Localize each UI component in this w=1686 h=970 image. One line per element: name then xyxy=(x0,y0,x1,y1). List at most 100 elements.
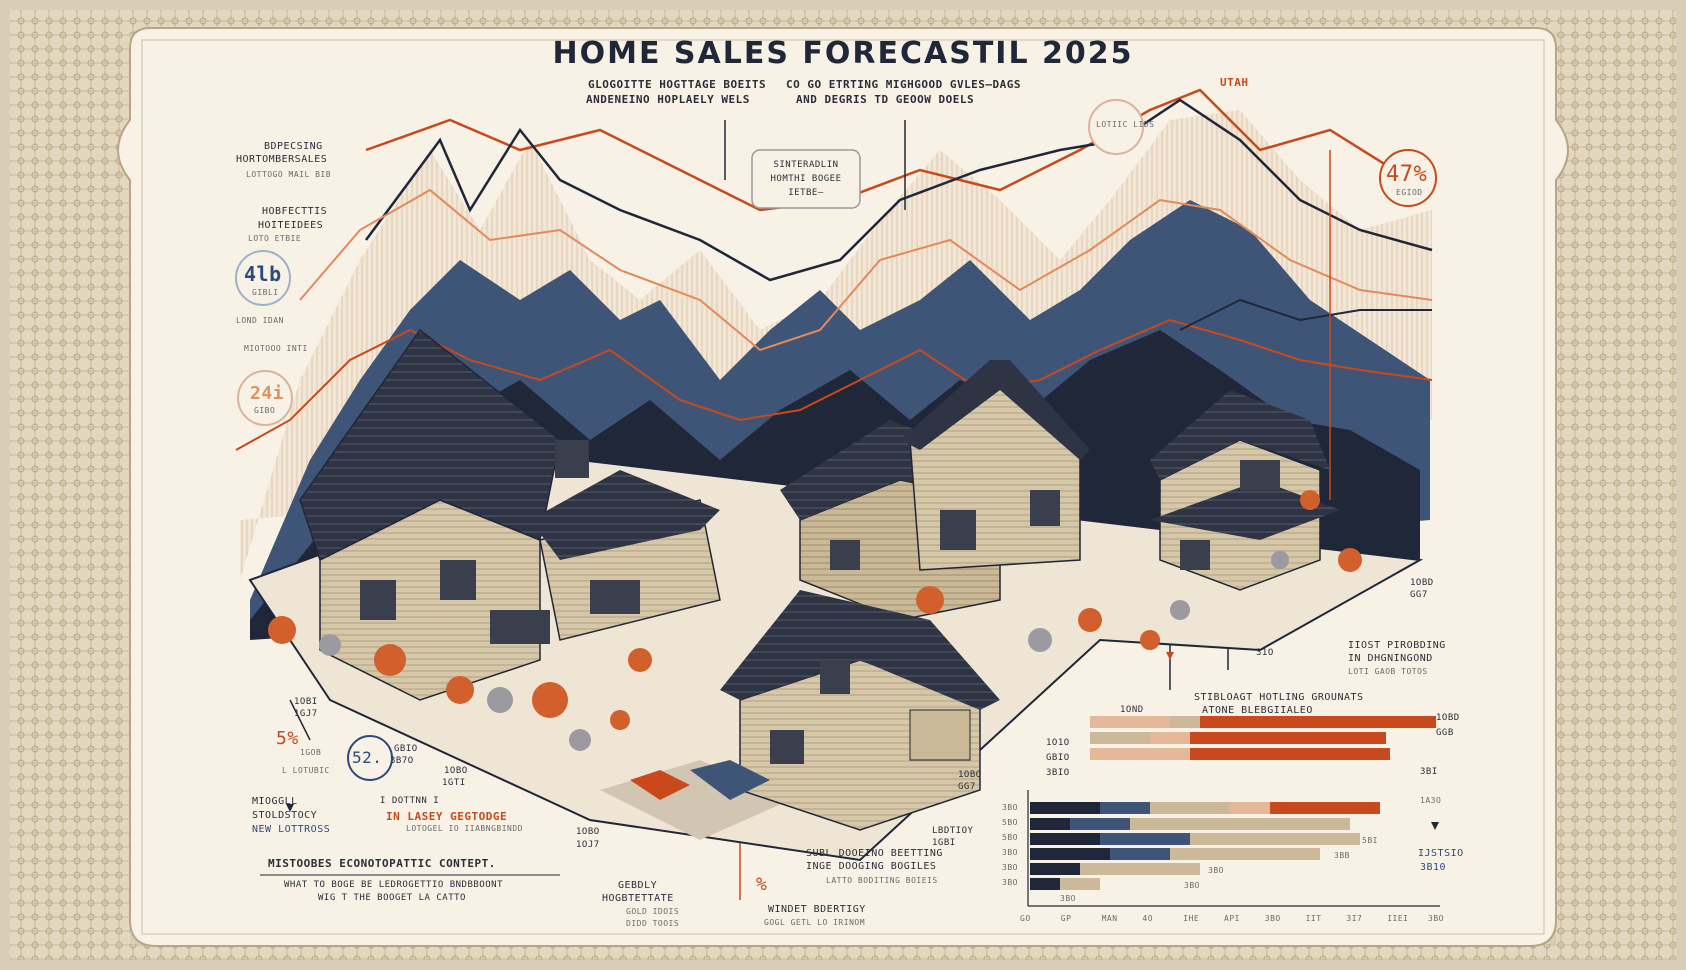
center-value-b: 31O xyxy=(1256,648,1274,658)
house-front xyxy=(630,590,1000,831)
footer-line-1: MISTOOBES ECONOTOPATTIC CONTEPT. xyxy=(268,857,496,870)
right-mid-value-1: 1OBD xyxy=(1410,578,1434,588)
bottom-left-b-1: GBIO xyxy=(394,744,418,754)
center-value-a: 1OND xyxy=(1120,705,1144,715)
bottom-center-b-4: DIDD TOOIS xyxy=(626,919,680,928)
ornate-border-bottom xyxy=(10,944,1676,960)
lower-row-left-label-6: 3BO xyxy=(1002,878,1018,887)
mid-note-2: INGE DOOGING BOGILES xyxy=(806,861,937,872)
trend-line-navy-2 xyxy=(1179,298,1432,331)
subtitle-right-line-2: AND DEGRIS TD GEOOW DOELS xyxy=(796,93,975,106)
bottom-left-b-2: 3B7O xyxy=(390,756,414,766)
percent-bottom-left-a-sub-1: 1GOB xyxy=(300,748,322,757)
ornate-border-left xyxy=(10,10,130,960)
arrow-down-icon xyxy=(1431,822,1439,830)
bottom-center-b-2: HOGBTETTATE xyxy=(602,893,674,904)
upper-bar-segment xyxy=(1190,748,1390,760)
bottom-left-a-1: 1OBI xyxy=(294,697,318,707)
orange-shrubs xyxy=(268,490,1362,730)
stacked-bar-chart-upper xyxy=(1090,716,1436,760)
left-label-3: LOND IDAN xyxy=(236,316,284,325)
house-right xyxy=(1150,390,1340,591)
bottom-center-c-2: GOGL GETL LO IRINOM xyxy=(764,918,866,927)
x-tick-label: 4O xyxy=(1142,914,1154,923)
x-tick-label: IHE xyxy=(1183,914,1200,923)
lower-bar-segment xyxy=(1030,818,1070,830)
bottom-left-note-2: STOLDSTOCY xyxy=(252,810,318,821)
lower-bar-segment xyxy=(1030,802,1100,814)
bottom-left-c-1: 1OBO xyxy=(444,766,468,776)
callout-box-center xyxy=(751,149,861,209)
percent-bottom-left-a-sub-2: L LOTUBIC xyxy=(282,766,330,775)
arrow-down-icon xyxy=(286,804,294,812)
right-note-line-3: LOTI GAOB TOTOS xyxy=(1348,667,1428,676)
page-title: HOME SALES FORECASTIL 2025 xyxy=(552,36,1134,71)
lower-row-right-label-2: 5BI xyxy=(1362,836,1378,845)
orange-note-1: IN LASEY GEGTODGE xyxy=(386,810,508,823)
lower-row-left-label-1: 3BO xyxy=(1002,803,1018,812)
right-note-line-2: IN DHGNINGOND xyxy=(1348,653,1433,664)
percent-left-mid: 24i xyxy=(250,383,285,404)
stacked-bar-chart-lower xyxy=(1030,802,1380,890)
lower-bar-segment xyxy=(1150,802,1230,814)
percent-left-mid-sub: GIBO xyxy=(254,406,276,415)
bottom-center-a-1: 1OBO xyxy=(576,827,600,837)
callout-circle-top-right xyxy=(1088,99,1144,155)
callout-circle-left-mid xyxy=(237,370,293,426)
footer-line-3: WIG T THE BOOGET LA CATTO xyxy=(318,893,466,903)
x-tick-label: GP xyxy=(1060,914,1072,923)
lower-row-left-label-2: 5BO xyxy=(1002,818,1018,827)
percent-bottom-left-b: 52. xyxy=(352,748,383,767)
x-tick-label: IIEI xyxy=(1387,914,1409,923)
lower-bar-segment xyxy=(1270,802,1380,814)
upper-row-right-label-1: 1OBD xyxy=(1436,713,1460,723)
left-callout-1-line-3: LOTTOGO MAIL BIB xyxy=(246,170,332,179)
mid-value-1: LBDTIOY xyxy=(932,826,974,836)
lower-bar-segment xyxy=(1130,818,1350,830)
lower-bar-segment xyxy=(1080,863,1200,875)
subtitle-left-line-1: GLOGOITTE HOGTTAGE BOEITS xyxy=(588,78,767,91)
bottom-left-note-3: NEW LOTTROSS xyxy=(252,824,331,835)
center-box-line-2: HOMTHI BOGEE xyxy=(770,174,842,184)
callout-circle-bottom-left xyxy=(347,735,393,781)
upper-row-right-label-3: 3BI xyxy=(1420,767,1438,777)
lower-row-right-label-5: 3BO xyxy=(1184,881,1200,890)
lower-row-right-label-3: 3BB xyxy=(1334,851,1350,860)
lower-row-right-label-4: 3BO xyxy=(1208,866,1224,875)
upper-bar-segment xyxy=(1150,732,1190,744)
lower-row-right-label-6: 3BO xyxy=(1060,894,1076,903)
trend-line-navy-1 xyxy=(364,98,1433,282)
upper-row-left-label-2: GBIO xyxy=(1046,753,1070,763)
lower-row-left-label-3: 5BO xyxy=(1002,833,1018,842)
callout-circle-left-top xyxy=(235,250,291,306)
upper-bar-segment xyxy=(1200,716,1436,728)
circle-top-label: LOTIIC LIDS xyxy=(1096,120,1155,129)
upper-bar-segment xyxy=(1170,716,1200,728)
upper-bar-segment xyxy=(1090,716,1170,728)
lower-bar-segment xyxy=(1030,863,1080,875)
lower-bar-segment xyxy=(1230,802,1270,814)
bottom-center-a-2: 1OJ7 xyxy=(576,840,600,850)
percent-right-top-sub: EGIOD xyxy=(1396,188,1423,197)
lower-row-left-label-5: 3BO xyxy=(1002,863,1018,872)
bottom-center-b-3: GOLD IDOIS xyxy=(626,907,680,916)
bottom-left-note-1: MIOGGLL xyxy=(252,796,298,807)
right-bottom-1: IJSTSIO xyxy=(1418,848,1464,859)
trend-line-orange-1 xyxy=(365,88,1433,212)
center-note-line-2: ATONE BLEBGIIALEO xyxy=(1202,705,1313,716)
x-tick-label: MAN xyxy=(1101,914,1118,923)
callout-line xyxy=(289,699,311,741)
bottom-left-a-2: 1GJ7 xyxy=(294,709,318,719)
right-mid-value-2: GG7 xyxy=(1410,590,1428,600)
utah-label: UTAH xyxy=(1220,76,1249,89)
bottom-mid-value-1: 1OBO xyxy=(958,770,982,780)
percent-left-top: 4lb xyxy=(244,262,282,286)
lower-bar-segment xyxy=(1110,848,1170,860)
lower-bar-segment xyxy=(1030,833,1100,845)
left-label-4: MIOTOOO INTI xyxy=(244,344,308,353)
upper-bar-segment xyxy=(1190,732,1386,744)
lower-bar-segment xyxy=(1060,878,1100,890)
upper-bar-segment xyxy=(1090,748,1190,760)
bottom-center-b-1: GEBDLY xyxy=(618,880,658,891)
bottom-center-c-1: WINDET BDERTIGY xyxy=(768,904,866,915)
